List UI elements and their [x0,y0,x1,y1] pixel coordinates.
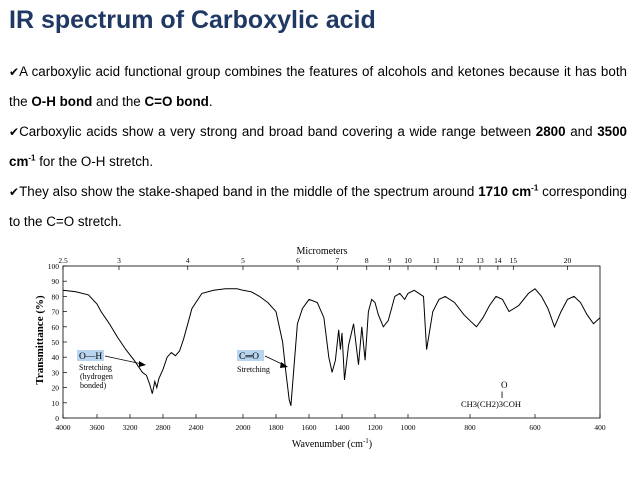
top-tick-label: 3 [117,256,121,265]
top-tick-label: 14 [494,256,502,265]
x-tick-label: 2400 [189,423,204,432]
oh-annotation-line: (hydrogen [80,372,113,381]
x-tick-label: 600 [529,423,541,432]
y-tick-label: 0 [55,414,59,423]
x-tick-label: 4000 [56,423,71,432]
oh-annotation-line: bonded) [80,381,107,390]
x-tick-label: 1800 [269,423,284,432]
bullet-text-run: 1710 cm [478,184,532,199]
checkmark-icon: ✔ [9,125,20,139]
checkmark-icon: ✔ [9,185,20,199]
bullet-text-run: -1 [28,153,36,163]
oh-pointer-arrow [104,355,143,365]
bullet-item: ✔Carboxylic acids show a very strong and… [9,117,627,177]
y-tick-label: 10 [52,399,60,408]
top-tick-label: 10 [404,256,412,265]
plot-frame [62,265,601,419]
top-tick-label: 4 [186,256,190,265]
top-tick-label: 2.5 [58,256,68,265]
top-tick-label: 6 [296,256,300,265]
y-axis-title: Transmittance (%) [34,295,46,385]
x-tick-label: 3200 [123,423,138,432]
top-tick-label: 8 [365,256,369,265]
bullet-text-run: Carboxylic acids show a very strong and … [19,124,536,139]
structure-formula: CH3(CH2)3COH [461,399,521,409]
top-tick-label: 12 [456,256,464,265]
oh-annotation-line: Stretching [79,363,112,372]
x-tick-label: 800 [464,423,476,432]
top-tick-label: 9 [388,256,392,265]
y-tick-label: 50 [52,338,60,347]
co-label: C═O [239,352,259,362]
x-tick-label: 3600 [90,423,105,432]
top-tick-label: 11 [433,256,440,265]
top-axis-ticks: 2.5 3 4 5 6 7 8 9 10 11 12 13 14 15 20 [58,256,572,270]
y-tick-label: 100 [48,262,60,271]
structure-double-bond: ‖ [501,390,504,400]
bullet-item: ✔They also show the stake-shaped band in… [9,177,627,237]
co-label-highlight [237,350,264,361]
oh-label-highlight [77,350,104,361]
bullet-text-run: A carboxylic acid functional group combi… [9,64,627,109]
x-tick-label: 400 [594,423,606,432]
x-axis-title: Wavenumber (cm-1) [292,437,372,450]
top-tick-label: 5 [241,256,245,265]
x-tick-label: 1000 [401,423,416,432]
bullet-text-run: 3500 cm [9,124,627,169]
bullet-text-run: and [565,124,598,139]
bullet-list: ✔A carboxylic acid functional group comb… [9,57,627,237]
y-tick-label: 70 [52,308,60,317]
top-tick-label: 13 [476,256,484,265]
spectrum-curve [62,288,601,406]
top-tick-label: 7 [335,256,339,265]
oh-label: O—H [79,352,102,362]
bullet-text-run: -1 [531,183,539,193]
bullet-text-run: corresponding to the C=O stretch. [9,184,627,229]
y-tick-label: 90 [52,277,60,286]
y-tick-label: 60 [52,323,60,332]
co-annotation-line: Stretching [237,365,270,374]
oh-arrowhead [139,361,146,367]
bullet-text-run: for the O-H stretch. [35,154,154,169]
top-tick-label: 20 [564,256,572,265]
co-pointer-arrow [264,355,285,366]
y-tick-label: 30 [52,368,60,377]
bullet-text-run: They also show the stake-shaped band in … [19,184,479,199]
bullet-text-run: and the [92,94,145,109]
co-arrowhead [280,362,288,368]
top-axis-title: Micrometers [296,246,347,257]
checkmark-icon: ✔ [9,65,20,79]
y-tick-label: 80 [52,292,60,301]
slide-title: IR spectrum of Carboxylic acid [9,6,376,34]
x-tick-label: 1400 [335,423,350,432]
bullet-text-run: O-H bond [31,94,93,109]
y-tick-label: 40 [52,353,60,362]
x-tick-label: 1200 [368,423,383,432]
x-tick-label: 2800 [156,423,171,432]
bullet-item: ✔A carboxylic acid functional group comb… [9,57,627,117]
x-axis-ticks: 4000 3600 3200 2800 2400 2000 1800 1600 1400 1200… [56,414,606,432]
structure-oxygen: O [501,380,508,390]
x-tick-label: 2000 [236,423,251,432]
y-tick-label: 20 [52,384,60,393]
top-tick-label: 15 [510,256,518,265]
x-tick-label: 1600 [302,423,317,432]
bullet-text-run: 2800 [535,124,566,139]
bullet-text-run: . [208,94,213,109]
bullet-text-run: C=O bond [144,94,209,109]
